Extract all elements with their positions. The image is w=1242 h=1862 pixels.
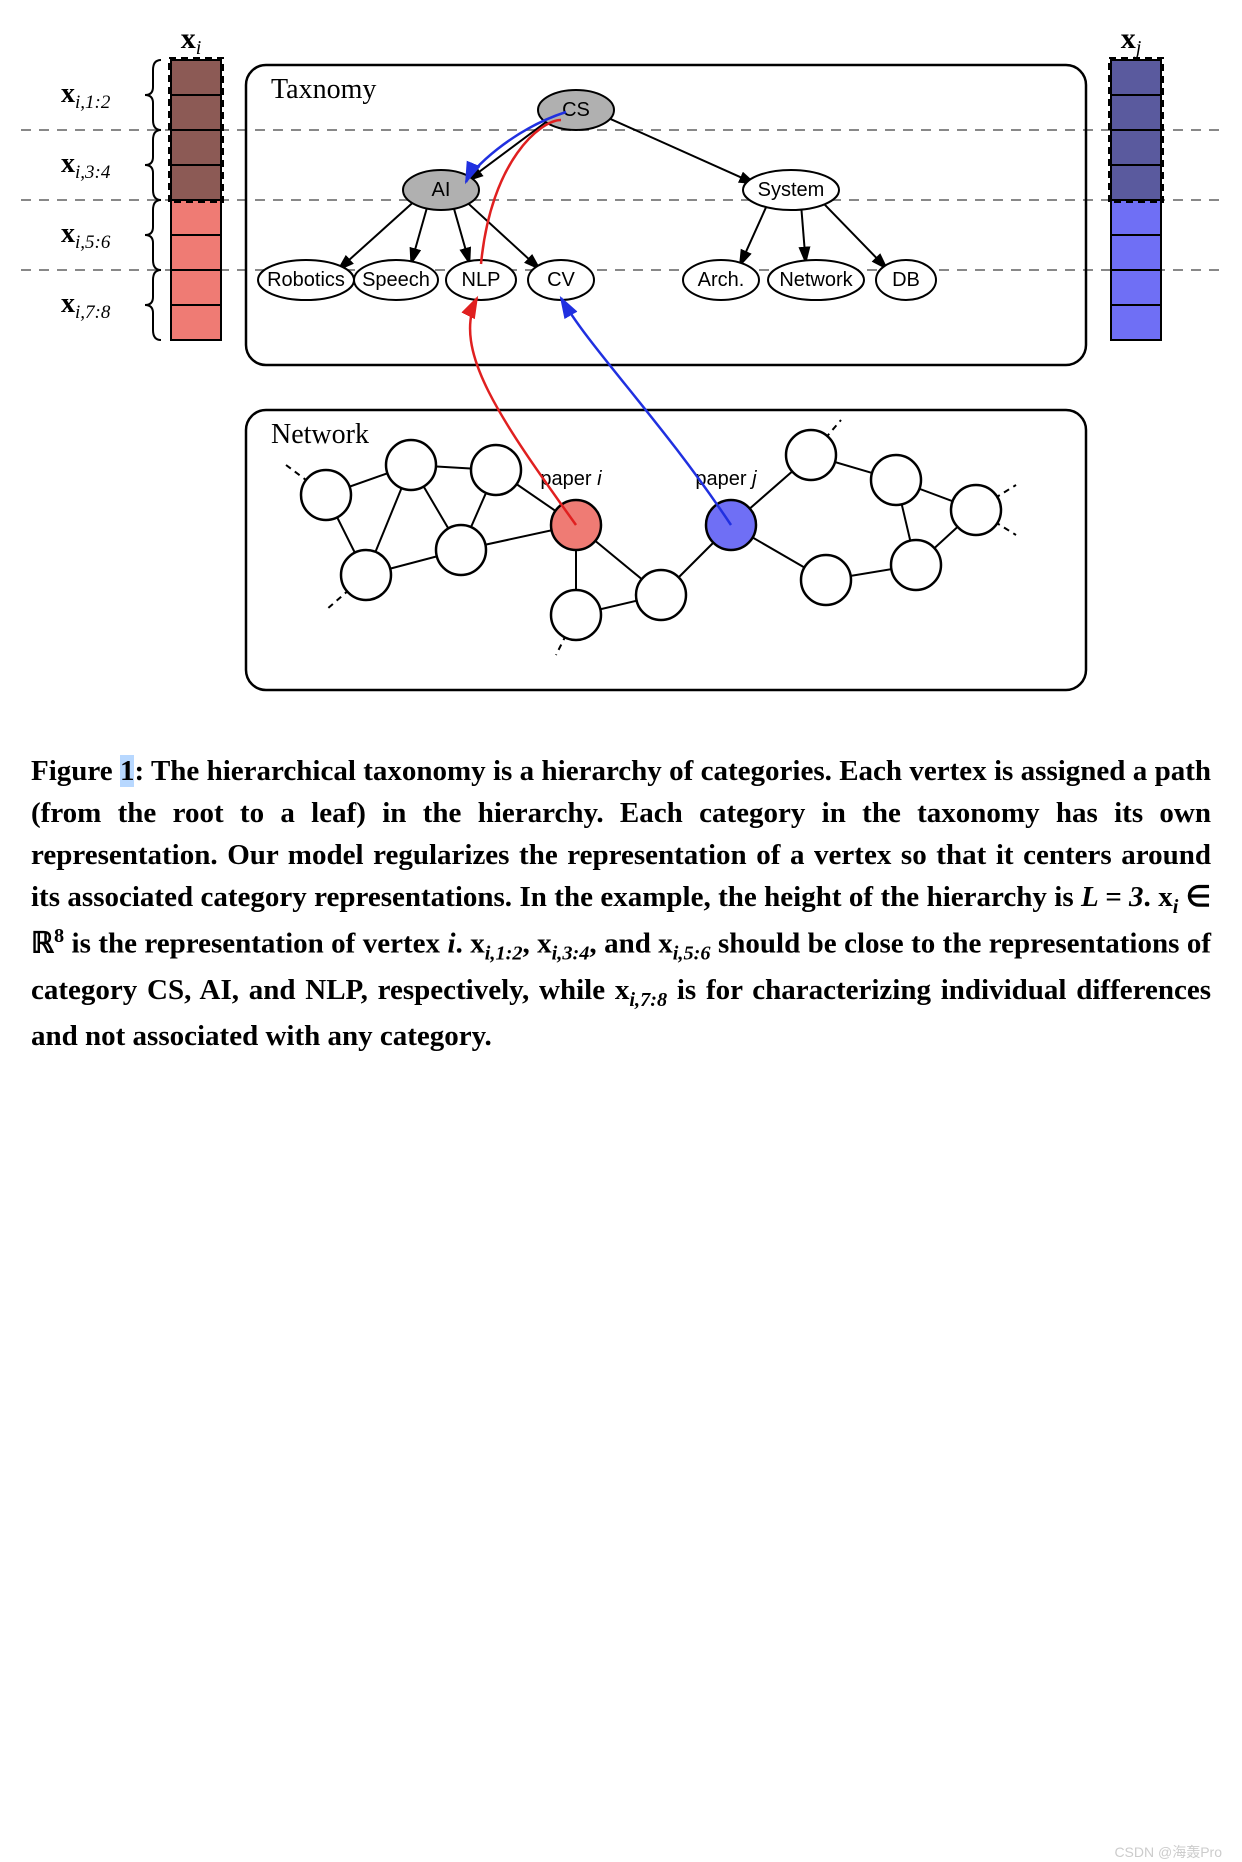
taxonomy-node-label: DB	[892, 269, 920, 291]
network-node	[636, 570, 686, 620]
vector-top-label: xj	[1121, 22, 1142, 59]
taxonomy-edge	[821, 201, 887, 269]
vector-cell	[171, 305, 221, 340]
taxonomy-edge	[411, 206, 427, 264]
taxonomy-label: Taxnomy	[271, 74, 376, 105]
brace	[145, 270, 161, 340]
taxonomy-node-label: System	[758, 179, 825, 201]
vector-top-label: xi	[181, 22, 202, 59]
slice-label: xi,5:6	[61, 218, 111, 253]
taxonomy-node-label: Arch.	[698, 269, 745, 291]
network-node	[871, 455, 921, 505]
taxonomy-edge	[465, 201, 540, 269]
network-node	[301, 470, 351, 520]
vector-cell	[1111, 270, 1161, 305]
vector-cell	[1111, 95, 1161, 130]
vector-cell	[171, 270, 221, 305]
vector-cell	[171, 235, 221, 270]
slice-label: xi,3:4	[61, 148, 111, 183]
caption-prefix: Figure	[31, 755, 120, 787]
network-node	[891, 540, 941, 590]
taxonomy-edge	[801, 207, 805, 262]
taxonomy-node-label: NLP	[462, 269, 501, 291]
network-node	[786, 430, 836, 480]
network-node	[801, 555, 851, 605]
vector-cell	[1111, 200, 1161, 235]
vector-cell	[171, 60, 221, 95]
watermark: CSDN @海轰Pro	[1114, 1842, 1222, 1862]
vector-cell	[171, 95, 221, 130]
caption-t1: : The hierarchical taxonomy is a hierarc…	[31, 755, 1211, 913]
brace	[145, 130, 161, 200]
caption-L: L = 3	[1081, 881, 1144, 913]
taxonomy-edge	[467, 119, 550, 181]
figure-number: 1	[120, 755, 135, 787]
slice-label: xi,7:8	[61, 288, 111, 323]
taxonomy-edge	[740, 204, 768, 266]
network-node	[436, 525, 486, 575]
taxonomy-node-label: CS	[562, 99, 590, 121]
network-label: Network	[271, 419, 369, 450]
network-node	[386, 440, 436, 490]
figure-caption: Figure 1: The hierarchical taxonomy is a…	[21, 750, 1221, 1058]
slice-label: xi,1:2	[61, 78, 111, 113]
diagram-svg: Taxnomy CS AI System Robotics Speech NLP CV Arch…	[21, 20, 1221, 720]
vector-cell	[1111, 165, 1161, 200]
taxonomy-node-label: Robotics	[267, 269, 345, 291]
taxonomy-node-label: CV	[547, 269, 575, 291]
path-arc	[561, 298, 731, 525]
taxonomy-node-label: Network	[779, 269, 853, 291]
vector-cell	[171, 200, 221, 235]
taxonomy-node-label: Speech	[362, 269, 430, 291]
vector-cell	[1111, 60, 1161, 95]
vector-cell	[1111, 235, 1161, 270]
network-node	[341, 550, 391, 600]
vector-cell	[1111, 305, 1161, 340]
figure-diagram: Taxnomy CS AI System Robotics Speech NLP CV Arch…	[21, 20, 1221, 720]
vector-cell	[1111, 130, 1161, 165]
brace	[145, 60, 161, 130]
taxonomy-node-label: AI	[432, 179, 451, 201]
taxonomy-box	[246, 65, 1086, 365]
vector-cell	[171, 165, 221, 200]
network-node	[951, 485, 1001, 535]
taxonomy-edge	[604, 116, 755, 183]
vector-cell	[171, 130, 221, 165]
taxonomy-edge	[453, 206, 469, 263]
network-node	[551, 590, 601, 640]
brace	[145, 200, 161, 270]
network-node	[471, 445, 521, 495]
